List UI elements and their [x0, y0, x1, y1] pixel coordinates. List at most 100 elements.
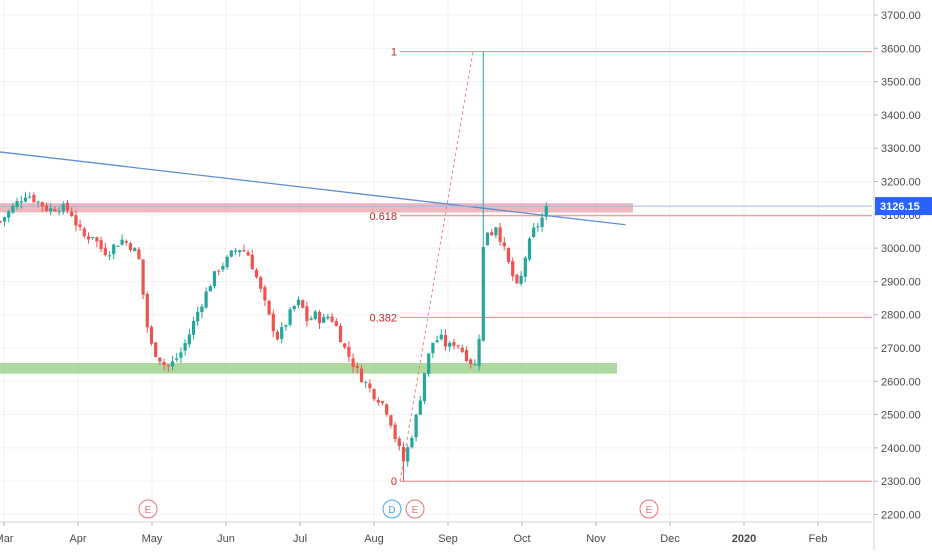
candle-body [275, 331, 280, 340]
candle-body [44, 205, 49, 211]
earnings-marker[interactable]: E [138, 499, 158, 519]
time-tick-label: Nov [586, 533, 606, 545]
candle-body [263, 287, 267, 301]
current-price-label-text: 3126.15 [880, 201, 920, 213]
fib-level-label: 0.618 [369, 211, 397, 223]
candle-body [2, 217, 7, 222]
candle-body [406, 447, 410, 462]
candle-body [296, 299, 301, 306]
candle-body [532, 227, 536, 237]
candle-body [158, 357, 162, 362]
candle-body [187, 334, 191, 345]
candle-body [40, 202, 44, 207]
dividend-marker[interactable]: D [382, 499, 402, 519]
price-tick-label: 2700.00 [881, 343, 921, 355]
candle-body [61, 203, 65, 212]
price-zones [0, 203, 633, 374]
candle-body [246, 252, 250, 256]
candle-body [162, 361, 166, 365]
candle-body [334, 321, 338, 326]
candle-body [485, 232, 490, 246]
event-marker-circle[interactable] [138, 499, 158, 519]
candle-body [368, 383, 372, 389]
candle-body [91, 237, 95, 239]
candle-body [355, 365, 359, 368]
descending-trendline[interactable] [0, 151, 626, 226]
time-tick-label: Oct [513, 533, 530, 545]
candle-body [154, 342, 158, 357]
event-marker-circle[interactable] [382, 499, 402, 519]
candle-body [238, 250, 242, 253]
candle-body [103, 248, 107, 256]
candle-body [212, 271, 217, 287]
candle-body [191, 321, 196, 335]
candle-body [95, 237, 99, 242]
candle-body [490, 232, 494, 236]
candle-body [23, 197, 28, 202]
price-tick-label: 2500.00 [881, 410, 921, 422]
candle-body [221, 266, 225, 270]
time-tick-label: Jun [217, 533, 235, 545]
candle-body [208, 286, 212, 292]
candle-body [351, 358, 355, 367]
candle-body [506, 248, 511, 262]
candle-body [53, 209, 57, 212]
candle-body [229, 250, 233, 257]
price-tick-label: 2600.00 [881, 376, 921, 388]
price-tick-label: 3400.00 [881, 110, 921, 122]
candle-body [183, 343, 187, 351]
candle-body [288, 309, 292, 325]
candle-body [32, 194, 36, 203]
candle-body [372, 389, 376, 400]
candle-body [175, 358, 179, 360]
fib-level-label: 0.382 [369, 312, 397, 324]
candle-body [464, 350, 469, 361]
candle-body [74, 215, 78, 226]
earnings-marker[interactable]: E [405, 499, 425, 519]
candle-body [170, 361, 175, 367]
price-tick-label: 2300.00 [881, 476, 921, 488]
time-tick-label: Sep [438, 533, 458, 545]
candle-body [435, 340, 439, 343]
candle-body [259, 277, 263, 289]
trendline-layer[interactable] [0, 151, 872, 226]
event-marker-circle[interactable] [405, 499, 425, 519]
candle-body [11, 205, 15, 213]
fibonacci-retracement[interactable]: 1 0.618 0.382 0 [369, 47, 872, 489]
candle-body [401, 446, 406, 462]
candle-body [330, 316, 334, 322]
candle-body [443, 334, 448, 347]
candle-body [124, 241, 128, 243]
candle-body [292, 305, 296, 310]
candle-body [519, 275, 523, 284]
earnings-marker[interactable]: E [639, 499, 659, 519]
candle-body [527, 238, 532, 260]
candle-body [225, 256, 229, 268]
candle-body [149, 326, 154, 344]
candle-body [57, 210, 61, 212]
candle-body [120, 239, 124, 245]
fib-diagonal-connector[interactable] [399, 51, 474, 482]
event-marker-label: E [145, 505, 152, 516]
candle-body [431, 342, 435, 354]
candle-body [456, 345, 460, 347]
candle-body [0, 221, 2, 223]
current-price-label-bg [875, 197, 932, 216]
candlestick-series [0, 51, 548, 482]
candle-body [326, 316, 330, 319]
candle-body [86, 236, 91, 240]
candle-body [322, 317, 326, 323]
candle-body [233, 250, 238, 252]
candle-body [250, 254, 254, 270]
event-marker-circle[interactable] [639, 499, 659, 519]
candle-body [502, 242, 506, 247]
candle-body [200, 306, 204, 313]
candle-body [36, 201, 40, 203]
time-tick-label: Jul [293, 533, 307, 545]
candle-body [494, 227, 498, 236]
candle-body [141, 259, 145, 295]
